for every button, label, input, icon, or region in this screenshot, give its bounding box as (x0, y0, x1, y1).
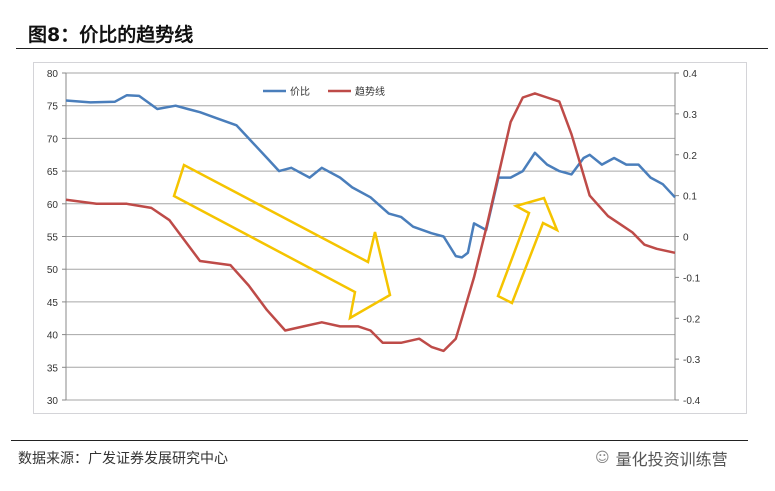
left-tick-label: 70 (47, 134, 59, 145)
figure-title: 图8：价比的趋势线 (28, 24, 194, 46)
legend-label-trendline: 趋势线 (355, 85, 385, 98)
left-tick-label: 50 (47, 265, 59, 276)
left-tick-label: 55 (47, 233, 59, 244)
trend-arrows (172, 163, 560, 321)
right-tick-label: 0.3 (683, 110, 697, 121)
left-tick-label: 40 (47, 331, 59, 342)
legend: 价比 趋势线 (263, 85, 385, 98)
left-tick-label: 80 (47, 69, 59, 80)
source-note: 数据来源：广发证券发展研究中心 (18, 451, 228, 467)
title-divider (16, 48, 768, 49)
footer-divider (11, 440, 748, 441)
series-line-price-ratio (65, 93, 676, 259)
down-arrow-annotation (172, 163, 392, 321)
legend-label-price-ratio: 价比 (290, 86, 310, 98)
chart-frame (33, 62, 747, 414)
right-tick-label: -0.1 (683, 273, 701, 284)
watermark-text: 量化投资训练营 (615, 450, 728, 469)
right-tick-label: -0.3 (683, 355, 701, 366)
right-tick-label: -0.2 (683, 314, 701, 325)
left-tick-label: 65 (47, 167, 59, 178)
series-line-trendline (65, 92, 676, 353)
watermark: ☺ 量化投资训练营 (595, 446, 728, 470)
right-tick-label: 0.1 (683, 192, 697, 203)
right-tick-label: -0.4 (683, 396, 701, 407)
up-arrow-annotation (496, 196, 560, 305)
right-tick-label: 0.4 (683, 69, 697, 80)
left-tick-label: 45 (47, 298, 59, 309)
wechat-icon: ☺ (595, 450, 610, 466)
right-tick-label: 0.2 (683, 151, 697, 162)
left-tick-label: 35 (47, 363, 59, 374)
left-tick-label: 60 (47, 200, 59, 211)
right-tick-label: 0 (683, 233, 689, 244)
left-tick-label: 75 (47, 102, 59, 113)
left-tick-label: 30 (47, 396, 59, 407)
